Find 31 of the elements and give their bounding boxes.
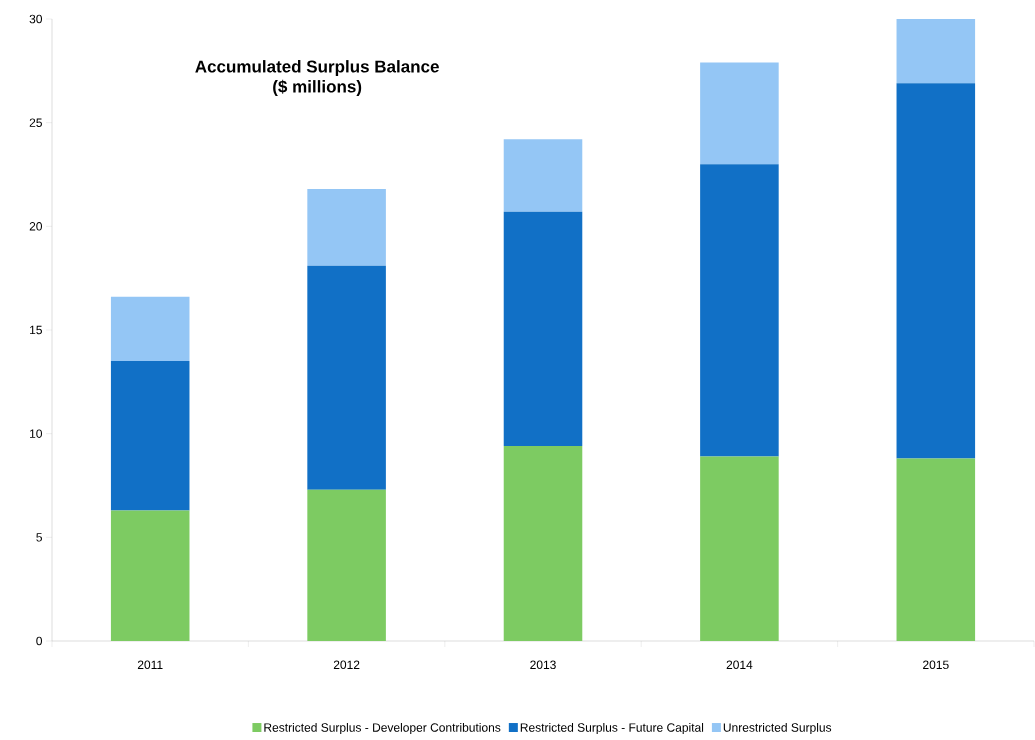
legend-label: Unrestricted Surplus: [723, 722, 832, 735]
y-tick-label: 15: [30, 325, 42, 335]
x-tick-label: 2011: [137, 660, 163, 670]
legend-label: Restricted Surplus - Developer Contributions: [264, 722, 501, 735]
bar: [503, 446, 583, 641]
bar: [307, 189, 386, 266]
bar: [896, 458, 976, 641]
y-tick-label: 0: [36, 636, 43, 646]
bar: [503, 211, 583, 447]
bar: [307, 265, 386, 490]
x-tick-label: 2013: [530, 660, 556, 670]
bar: [110, 361, 190, 511]
bar: [896, 19, 976, 84]
bar: [307, 489, 386, 641]
y-tick-label: 30: [29, 14, 43, 24]
bar: [700, 62, 779, 165]
bar: [700, 456, 779, 641]
y-tick-label: 10: [30, 429, 43, 438]
y-tick-label: 25: [29, 118, 42, 127]
bar: [503, 139, 583, 212]
text: Accumulated Surplus Balance ($ millions): [195, 60, 439, 96]
legend-label: Restricted Surplus - Future Capital: [520, 722, 704, 735]
x-tick-label: 2015: [923, 660, 949, 670]
bar: [700, 164, 779, 457]
bar: [110, 510, 190, 641]
y-tick-label: 5: [36, 533, 42, 542]
x-tick-label: 2014: [726, 660, 753, 670]
x-tick-label: 2012: [333, 660, 360, 670]
bar: [110, 296, 190, 362]
y-tick-label: 20: [29, 222, 43, 231]
bar: [896, 83, 976, 459]
